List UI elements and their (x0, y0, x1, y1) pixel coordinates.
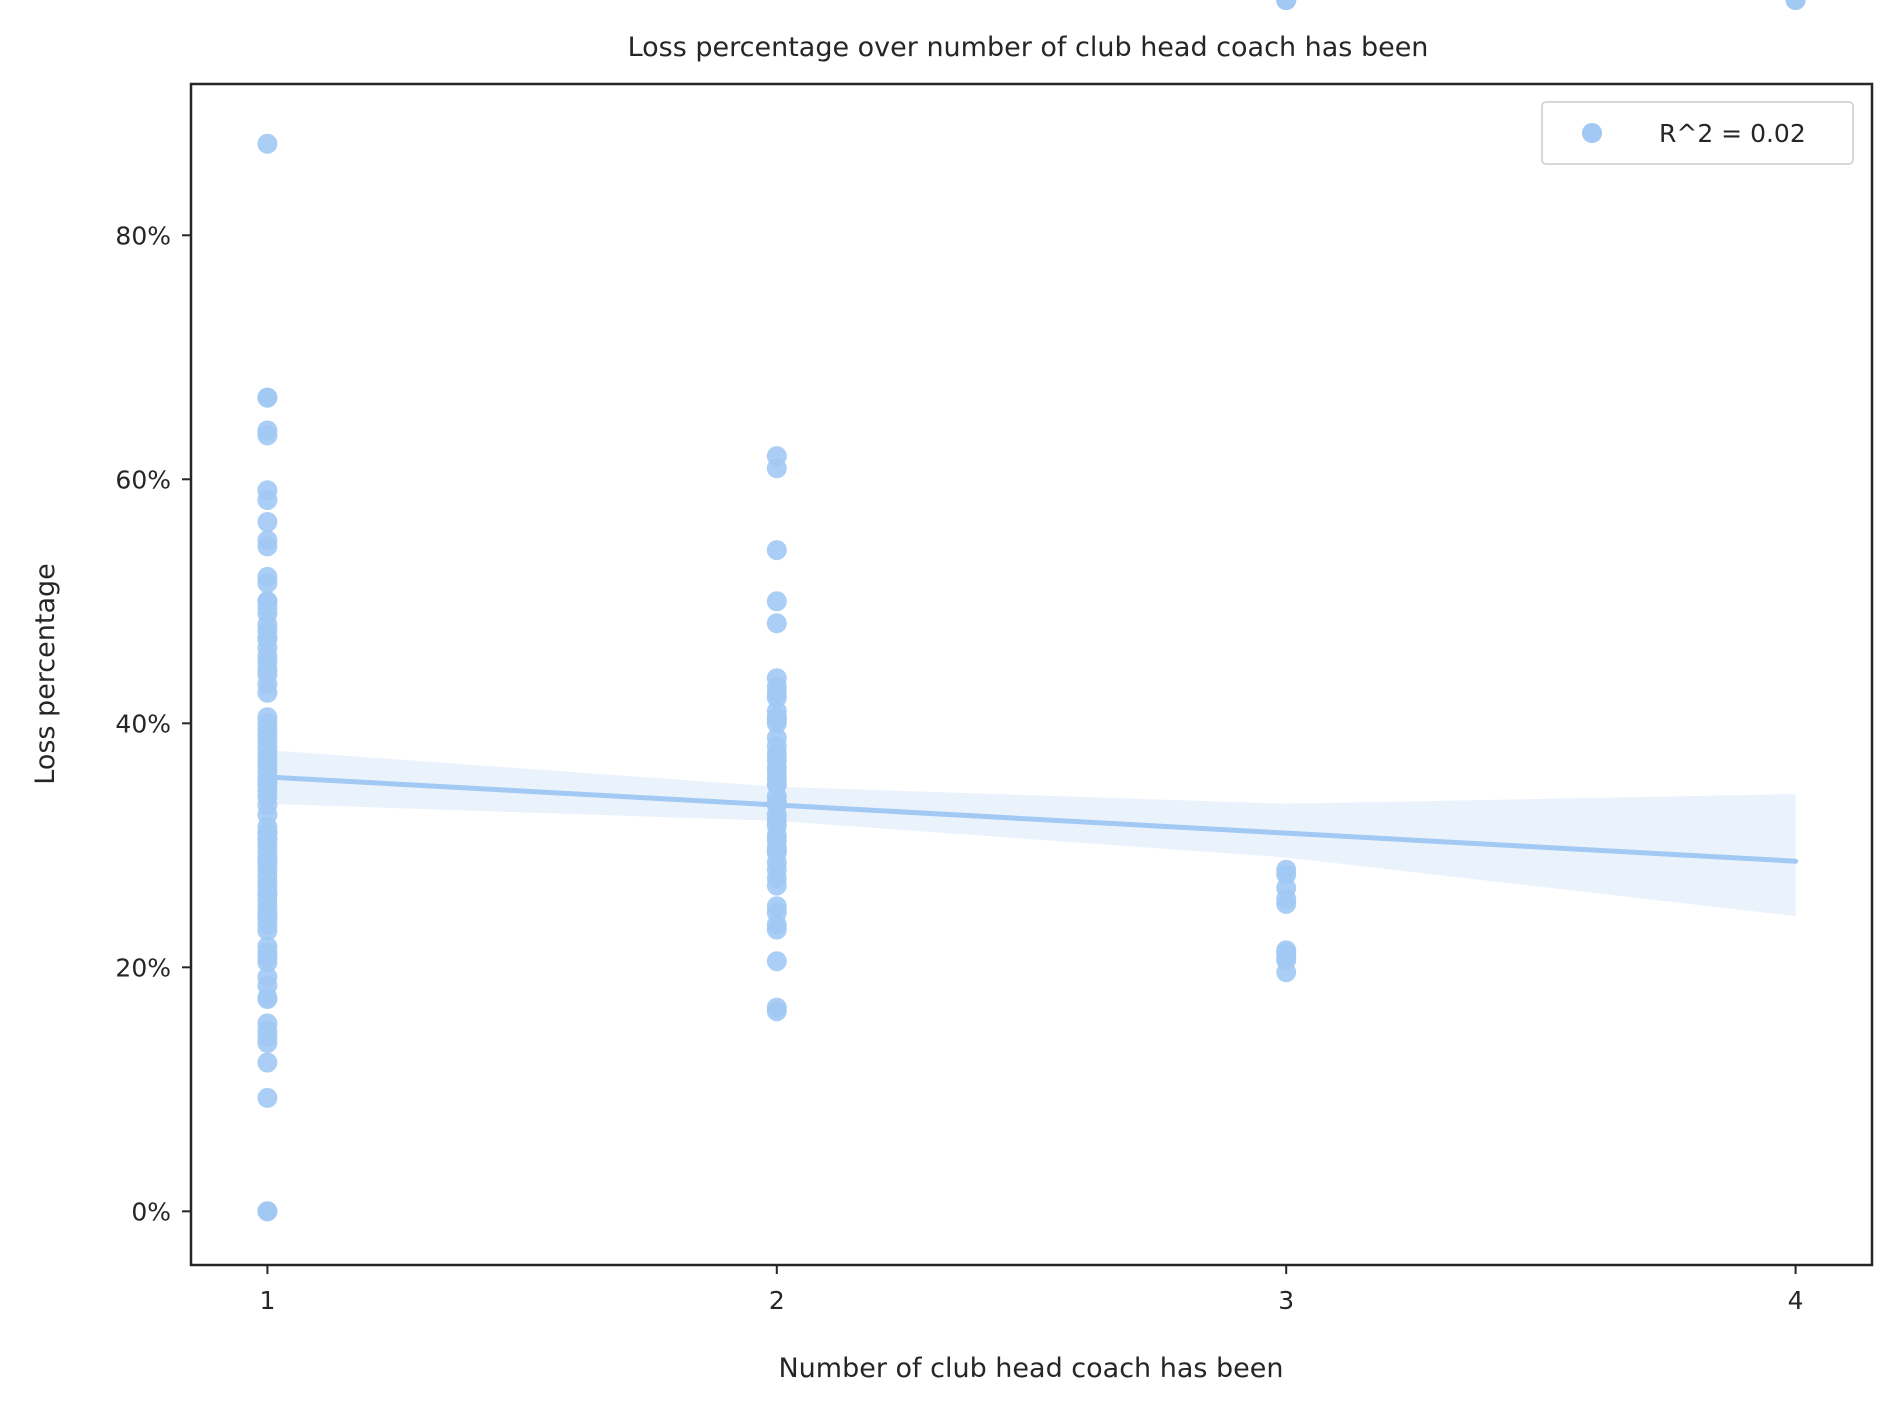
data-point (766, 709, 787, 730)
x-tick-label: 3 (1278, 1286, 1294, 1315)
x-axis: 1 2 3 4 (259, 1265, 1804, 1315)
data-point (1785, 0, 1806, 10)
data-point (257, 1087, 278, 1108)
data-point (1276, 864, 1297, 885)
data-point (766, 1001, 787, 1022)
data-point (257, 1033, 278, 1053)
x-tick-label: 4 (1788, 1286, 1804, 1315)
data-point (1276, 893, 1297, 914)
y-tick-label: 60% (115, 465, 171, 494)
data-point (1276, 940, 1297, 961)
data-point (1276, 962, 1297, 983)
x-tick-label: 2 (769, 1286, 785, 1315)
regression-line (264, 774, 1799, 864)
data-point (257, 133, 278, 154)
data-point (257, 627, 278, 648)
data-point (766, 875, 787, 896)
data-point (257, 989, 278, 1009)
data-point (257, 952, 278, 973)
data-point (257, 906, 278, 927)
data-point (766, 919, 787, 940)
data-point (257, 591, 278, 612)
y-axis-label: Loss percentage (30, 563, 61, 785)
data-point (766, 458, 787, 479)
data-point (766, 591, 787, 612)
data-point (766, 540, 787, 561)
data-point (257, 664, 278, 685)
data-point (257, 387, 278, 408)
data-point (257, 884, 278, 905)
data-point (257, 490, 278, 510)
plot-frame (189, 82, 1874, 1267)
data-points (257, 0, 1806, 1222)
data-point (257, 573, 278, 593)
y-tick-label: 20% (115, 953, 171, 982)
x-tick-label: 1 (259, 1286, 275, 1315)
data-point (257, 849, 278, 870)
data-point (766, 687, 787, 708)
confidence-band-area (267, 750, 1796, 917)
data-point (257, 536, 278, 557)
legend: R^2 = 0.02 (1541, 101, 1854, 165)
legend-box (1541, 101, 1854, 165)
data-point (257, 512, 278, 532)
data-point (766, 840, 787, 861)
data-point (257, 682, 278, 703)
confidence-band (267, 750, 1796, 917)
y-tick-label: 80% (115, 221, 171, 250)
data-point (257, 1201, 278, 1222)
data-point (766, 613, 787, 634)
regression-line-path (264, 774, 1799, 864)
data-point (257, 425, 278, 446)
y-axis: 0% 20% 40% 60% 80% (115, 221, 191, 1226)
data-point (257, 1052, 278, 1073)
data-point (766, 774, 787, 795)
data-point (766, 951, 787, 972)
y-tick-label: 40% (115, 709, 171, 738)
chart-title: Loss percentage over number of club head… (628, 32, 1429, 63)
data-point (257, 829, 278, 850)
legend-marker (1582, 123, 1602, 143)
legend-label: R^2 = 0.02 (1659, 119, 1806, 148)
y-tick-label: 0% (131, 1197, 171, 1226)
data-point (1276, 0, 1297, 10)
x-axis-label: Number of club head coach has been (778, 1353, 1283, 1384)
data-point (257, 920, 278, 941)
